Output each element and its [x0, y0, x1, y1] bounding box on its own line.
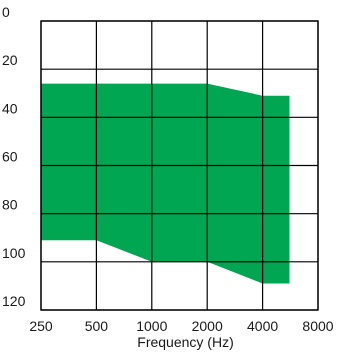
x-tick-label: 2000 — [192, 318, 223, 334]
y-tick-label: 120 — [2, 293, 26, 309]
x-tick-label: 250 — [29, 318, 53, 334]
x-tick-label: 500 — [85, 318, 109, 334]
y-tick-label: 80 — [2, 197, 18, 213]
x-tick-label: 8000 — [302, 318, 333, 334]
hearing-range-area-0 — [41, 83, 290, 284]
x-tick-label: 1000 — [136, 318, 167, 334]
y-tick-label: 0 — [2, 4, 10, 20]
y-tick-labels: 0 20 40 60 80 100 120 — [2, 4, 26, 309]
plot-frame — [40, 20, 319, 311]
y-tick-label: 20 — [2, 52, 18, 68]
y-tick-label: 60 — [2, 149, 18, 165]
plot-area — [40, 20, 319, 311]
y-tick-label: 100 — [2, 245, 26, 261]
x-tick-labels: 250 500 1000 2000 4000 8000 — [29, 318, 333, 334]
x-axis-title: Frequency (Hz) — [137, 334, 233, 350]
x-tick-label: 4000 — [247, 318, 278, 334]
y-tick-label: 40 — [2, 100, 18, 116]
